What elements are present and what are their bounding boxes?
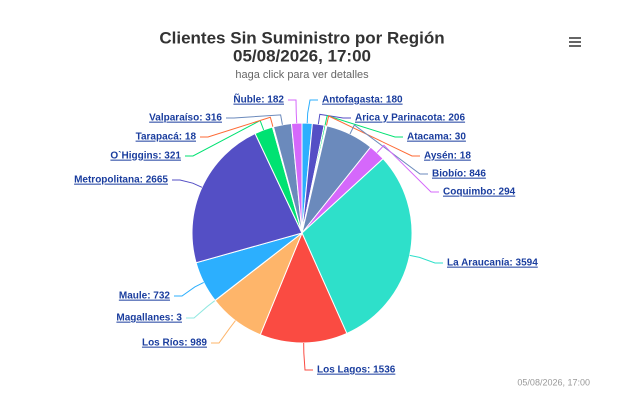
connector — [200, 116, 274, 138]
pie-slice[interactable] — [290, 122, 303, 234]
data-label[interactable]: Arica y Parinacota: 206 — [355, 113, 465, 124]
data-label[interactable]: O`Higgins: 321 — [110, 151, 181, 162]
connector — [325, 115, 420, 157]
data-label[interactable]: Valparaíso: 316 — [149, 113, 222, 124]
connector — [303, 342, 313, 371]
pie-slice[interactable] — [259, 231, 348, 344]
connector — [324, 115, 403, 138]
data-label[interactable]: Biobío: 846 — [432, 169, 486, 180]
connector — [172, 179, 203, 188]
data-label[interactable]: Magallanes: 3 — [116, 313, 182, 324]
data-label[interactable]: Tarapacá: 18 — [136, 132, 197, 143]
chart-title-line: 05/08/2026, 17:00 — [233, 46, 371, 65]
data-label[interactable]: Aysén: 18 — [424, 151, 471, 162]
chart-title: Clientes Sin Suministro por Región — [159, 28, 444, 47]
connector — [349, 124, 428, 175]
menu-bar — [569, 41, 581, 43]
data-label[interactable]: Coquimbo: 294 — [443, 187, 516, 198]
data-label[interactable]: Antofagasta: 180 — [322, 95, 403, 106]
data-label[interactable]: Metropolitana: 2665 — [74, 175, 168, 186]
data-label[interactable]: La Araucanía: 3594 — [447, 258, 538, 269]
credits: 05/08/2026, 17:00 — [517, 377, 590, 387]
data-label[interactable]: Atacama: 30 — [407, 132, 466, 143]
connector — [226, 114, 283, 125]
pie-slice[interactable] — [191, 132, 303, 264]
data-label[interactable]: Ñuble: 182 — [233, 93, 284, 106]
connector — [288, 99, 298, 124]
connector — [186, 300, 216, 319]
menu-button[interactable] — [564, 32, 586, 54]
connector — [376, 144, 439, 193]
data-label[interactable]: Los Lagos: 1536 — [317, 365, 396, 376]
chart-subtitle: haga click para ver detalles — [235, 69, 369, 81]
connector — [306, 99, 318, 124]
connector — [185, 119, 265, 157]
connector — [409, 254, 443, 264]
connector — [317, 113, 351, 125]
data-label[interactable]: Maule: 732 — [119, 291, 171, 302]
connector — [174, 282, 204, 297]
menu-bar — [569, 45, 581, 47]
connector — [211, 320, 236, 344]
menu-bar — [569, 37, 581, 39]
data-label[interactable]: Los Ríos: 989 — [142, 338, 207, 349]
